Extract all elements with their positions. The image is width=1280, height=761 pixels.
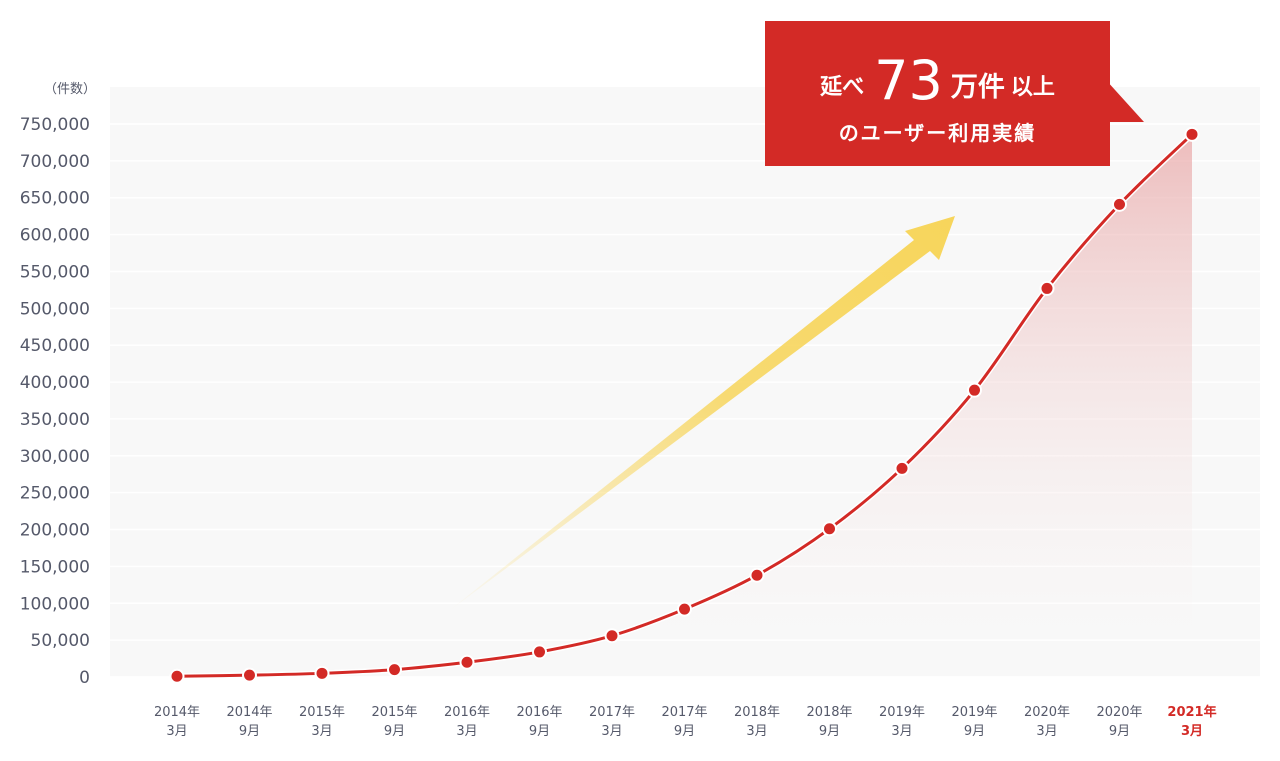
y-tick-label: 500,000 [20,299,90,319]
x-tick-year: 2020年 [1024,705,1070,720]
x-tick-month: 9月 [239,724,260,739]
data-point [604,628,620,644]
y-tick-label: 100,000 [20,594,90,614]
x-tick-month: 9月 [819,724,840,739]
data-points [169,126,1200,684]
x-tick-month: 3月 [1036,724,1057,739]
x-tick-year: 2019年 [951,705,997,720]
data-point [894,460,910,476]
callout-prefix: 延べ [820,75,865,100]
x-tick-month: 9月 [529,724,550,739]
x-tick-month: 3月 [456,724,477,739]
y-tick-label: 350,000 [20,410,90,430]
x-tick-month: 3月 [166,724,187,739]
x-tick-month: 3月 [601,724,622,739]
x-tick-year: 2014年 [226,705,272,720]
data-point [1039,280,1055,296]
data-point [459,654,475,670]
x-tick-year: 2015年 [299,705,345,720]
x-tick-year: 2015年 [371,705,417,720]
y-tick-label: 450,000 [20,336,90,356]
x-tick-year: 2014年 [154,705,200,720]
x-tick-year: 2021年 [1167,704,1216,720]
y-unit-label: （件数） [44,82,96,97]
callout-suffix: 以上 [1010,75,1055,100]
y-tick-label: 300,000 [20,447,90,467]
x-tick-year: 2017年 [661,705,707,720]
x-tick-year: 2019年 [879,705,925,720]
x-tick-month: 3月 [746,724,767,739]
data-point [677,601,692,617]
y-tick-label: 0 [79,668,90,688]
y-tick-label: 400,000 [20,373,90,393]
x-tick-month: 9月 [1109,724,1130,739]
callout-box: 延べ 73 万件 以上 のユーザー利用実績 [765,21,1110,166]
y-tick-label: 150,000 [20,557,90,577]
x-tick-year: 2018年 [806,705,852,720]
y-tick-label: 550,000 [20,262,90,282]
y-tick-label: 600,000 [20,226,90,246]
data-point [749,567,765,583]
data-point [1184,126,1200,142]
x-tick-year: 2018年 [734,705,780,720]
callout-subline: のユーザー利用実績 [838,121,1037,145]
x-tick-month: 3月 [891,724,912,739]
data-point [822,521,837,537]
x-tick-month: 3月 [1181,724,1203,739]
x-axis: 2014年 3月 2014年 9月 2015年 3月 2015年 9月 2016年 3月 2016年… [154,704,1217,739]
data-point [387,662,402,678]
x-tick-year: 2017年 [589,705,635,720]
x-tick-year: 2016年 [444,705,490,720]
area-fill [177,134,1192,678]
data-point [169,668,185,684]
y-tick-label: 250,000 [20,484,90,504]
data-point [1112,196,1127,212]
x-tick-year: 2020年 [1096,705,1142,720]
callout-headline: 延べ 73 万件 以上 [765,47,1110,111]
callout-unit: 万件 [950,72,1005,103]
y-tick-label: 650,000 [20,189,90,209]
data-point [967,382,982,398]
x-tick-month: 9月 [674,724,695,739]
callout-tail [1106,80,1144,122]
data-point [314,665,330,681]
x-tick-month: 9月 [384,724,405,739]
y-tick-label: 750,000 [20,115,90,135]
x-tick-year: 2016年 [516,705,562,720]
y-tick-label: 50,000 [31,631,90,651]
callout-number: 73 [874,49,943,112]
data-point [242,667,257,683]
growth-arrow-icon [445,216,955,614]
y-tick-label: 200,000 [20,521,90,541]
data-point [532,644,547,660]
x-tick-month: 9月 [964,724,985,739]
x-tick-month: 3月 [311,724,332,739]
y-tick-label: 700,000 [20,152,90,172]
y-axis: 750,000 700,000 650,000 600,000 550,000 500,0… [20,115,90,688]
